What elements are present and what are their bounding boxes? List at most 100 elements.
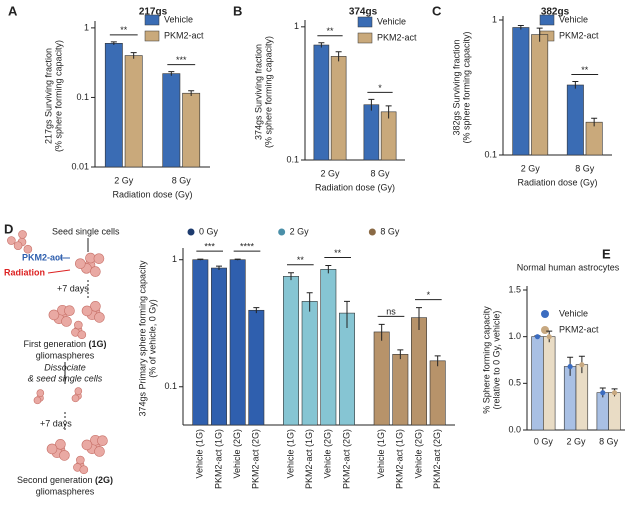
- cell: [7, 236, 16, 245]
- bar: [543, 336, 556, 431]
- error-bar: [288, 272, 294, 281]
- bar: [339, 312, 355, 426]
- diagram-text: gliomaspheres: [36, 350, 95, 360]
- diagram-text: Second generation: [17, 475, 95, 485]
- y-tick-label: 0.0: [508, 424, 521, 434]
- cell: [79, 465, 89, 474]
- x-tick-label: 2 Gy: [114, 175, 134, 185]
- significance-label: ****: [240, 242, 255, 252]
- bar: [392, 354, 409, 426]
- diagram-text: First generation (1G): [23, 339, 106, 349]
- chart-title: 382gs: [541, 7, 570, 18]
- y-tick-label: 0.1: [286, 154, 299, 164]
- bar: [330, 56, 347, 161]
- y-tick-label: 1: [84, 22, 89, 32]
- diagram-text: gliomaspheres: [36, 486, 95, 496]
- significance-label: ***: [176, 55, 187, 65]
- significance-label: ns: [386, 307, 396, 317]
- point: [611, 390, 618, 396]
- cell: [48, 309, 60, 321]
- error-bar: [306, 292, 313, 312]
- point: [579, 362, 585, 368]
- bar: [162, 73, 181, 168]
- y-tick-label: 0.5: [508, 378, 521, 388]
- error-bar: [253, 307, 260, 314]
- y-tick-label: 1: [492, 14, 497, 24]
- bar: [575, 364, 589, 431]
- error-bar: [216, 265, 222, 270]
- error-bar: [188, 90, 195, 96]
- diagram-text: Dissociate: [44, 362, 86, 372]
- legend-marker: [357, 16, 373, 28]
- x-tick-label: Vehicle (2G): [323, 429, 333, 479]
- bar: [380, 111, 397, 161]
- error-bar: [397, 349, 404, 360]
- significance-label: ***: [204, 242, 215, 252]
- bar: [301, 301, 318, 426]
- error-bar: [378, 323, 385, 341]
- legend-label: 0 Gy: [199, 226, 219, 236]
- diagram-text: +7 days: [40, 418, 72, 428]
- x-axis-label: Radiation dose (Gy): [315, 182, 395, 192]
- cell: [76, 455, 85, 465]
- error-bar: [416, 307, 422, 330]
- error-bar: [536, 27, 543, 42]
- error-bar: [517, 25, 524, 30]
- chart-title: 374gs: [349, 7, 378, 18]
- x-tick-label: Vehicle (1G): [195, 429, 205, 479]
- cell: [36, 389, 45, 397]
- bar: [373, 331, 390, 426]
- y-axis-label: 374gs Primary sphere forming capacity: [137, 260, 147, 417]
- panel-letter: D: [4, 221, 13, 236]
- bar: [211, 267, 227, 426]
- diagram-text: Seed single cells: [52, 226, 120, 236]
- error-bar: [130, 52, 137, 59]
- legend-marker: [539, 14, 555, 26]
- y-axis-label: (% of vehicle, 0 Gy): [147, 299, 157, 378]
- legend-marker: [278, 228, 286, 236]
- error-bar: [168, 71, 175, 76]
- x-axis-label: Radiation dose (Gy): [112, 189, 192, 199]
- x-tick-label: 2 Gy: [320, 168, 340, 178]
- bar: [192, 259, 209, 426]
- cell: [59, 450, 70, 461]
- panel-letter: B: [233, 3, 242, 18]
- y-tick-label: 1.0: [508, 331, 521, 341]
- legend-label: PKM2-act: [559, 324, 599, 334]
- legend-label: PKM2-act: [559, 30, 599, 40]
- x-tick-label: PKM2-act (2G): [432, 429, 442, 489]
- point: [567, 363, 573, 370]
- cell: [90, 266, 101, 277]
- diagram-text: & seed single cells: [28, 373, 103, 383]
- significance-label: **: [326, 26, 334, 36]
- y-tick-label: 1.5: [508, 284, 521, 294]
- legend-label: Vehicle: [559, 308, 588, 318]
- bar: [248, 309, 265, 426]
- y-axis-label: 382gs Surviving fraction: [451, 39, 461, 135]
- cell: [97, 435, 108, 447]
- y-axis-label: (% sphere forming capacity): [461, 31, 471, 143]
- y-axis-label: 374gs Surviving fraction: [253, 44, 263, 140]
- error-bar: [110, 41, 117, 45]
- legend-marker: [541, 326, 549, 334]
- x-tick-label: PKM2-act (1G): [213, 429, 223, 489]
- bar: [229, 259, 246, 426]
- x-tick-label: 8 Gy: [599, 436, 619, 446]
- bar: [585, 121, 603, 156]
- diagram-text: First generation: [23, 339, 88, 349]
- x-tick-label: PKM2-act (1G): [395, 429, 405, 489]
- x-tick-label: 8 Gy: [172, 175, 192, 185]
- error-bar: [325, 265, 332, 274]
- error-bar: [318, 42, 325, 48]
- error-bar: [591, 117, 598, 127]
- bar: [566, 84, 584, 156]
- y-axis-label: % Sphere forming capacity: [481, 306, 491, 414]
- legend-label: PKM2-act: [377, 32, 417, 42]
- legend-marker: [187, 228, 195, 236]
- y-tick-label: 1: [294, 21, 299, 31]
- error-bar: [197, 258, 204, 261]
- x-tick-label: PKM2-act (1G): [304, 429, 314, 489]
- x-tick-label: 8 Gy: [575, 163, 595, 173]
- panel-letter: C: [432, 3, 442, 18]
- arrow: [47, 269, 71, 274]
